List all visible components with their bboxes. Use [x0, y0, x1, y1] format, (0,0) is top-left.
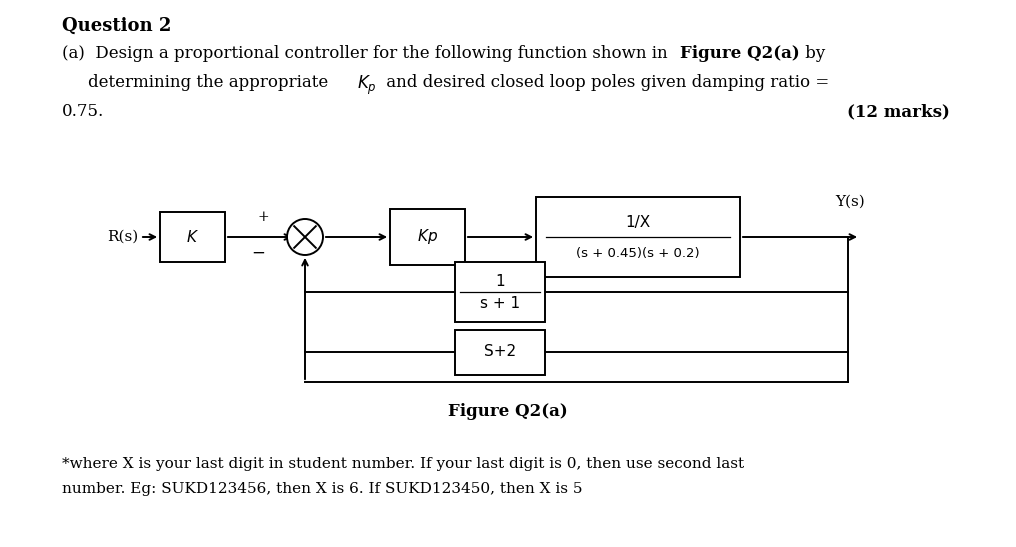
Text: −: − — [251, 245, 265, 261]
Text: S+2: S+2 — [484, 345, 516, 359]
Text: (s + 0.45)(s + 0.2): (s + 0.45)(s + 0.2) — [576, 247, 700, 259]
Text: determining the appropriate: determining the appropriate — [88, 74, 333, 91]
Text: R(s): R(s) — [107, 230, 138, 244]
Text: 0.75.: 0.75. — [62, 103, 105, 120]
Text: number. Eg: SUKD123456, then X is 6. If SUKD123450, then X is 5: number. Eg: SUKD123456, then X is 6. If … — [62, 482, 582, 496]
Text: (12 marks): (12 marks) — [847, 103, 950, 120]
Circle shape — [287, 219, 323, 255]
Text: Figure Q2(a): Figure Q2(a) — [448, 404, 568, 421]
Text: $\mathit{K}$: $\mathit{K}$ — [186, 229, 199, 245]
Text: 1: 1 — [495, 275, 505, 289]
Text: Figure Q2(a): Figure Q2(a) — [680, 45, 800, 62]
Text: Question 2: Question 2 — [62, 17, 172, 35]
Text: (a)  Design a proportional controller for the following function shown in: (a) Design a proportional controller for… — [62, 45, 673, 62]
Text: +: + — [257, 210, 269, 224]
Text: Y(s): Y(s) — [835, 195, 865, 209]
Text: and desired closed loop poles given damping ratio =: and desired closed loop poles given damp… — [381, 74, 829, 91]
Bar — [455, 262, 545, 322]
Text: s + 1: s + 1 — [480, 296, 520, 311]
Bar — [160, 212, 225, 262]
Text: $\mathit{Kp}$: $\mathit{Kp}$ — [417, 228, 438, 247]
Bar — [455, 329, 545, 375]
Text: by: by — [800, 45, 825, 62]
Text: $\mathit{K}_p$: $\mathit{K}_p$ — [357, 74, 377, 97]
Bar — [536, 197, 740, 277]
Bar — [390, 209, 465, 265]
Text: 1/X: 1/X — [626, 216, 650, 230]
Text: *where X is your last digit in student number. If your last digit is 0, then use: *where X is your last digit in student n… — [62, 457, 744, 471]
